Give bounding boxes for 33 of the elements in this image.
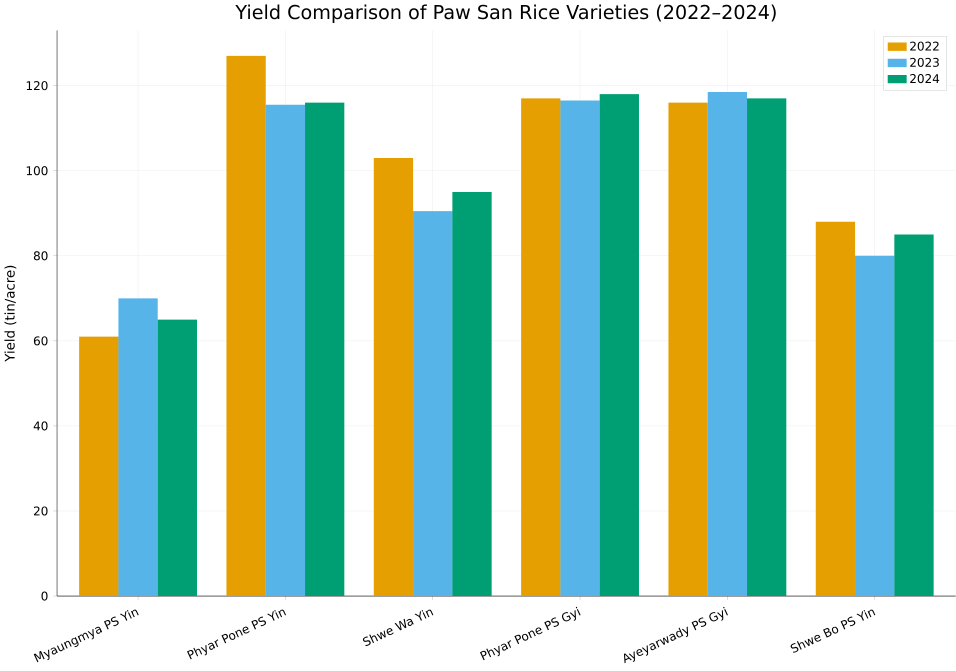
legend-label: 2024 xyxy=(910,74,940,83)
bar xyxy=(118,298,158,596)
y-tick-label: 100 xyxy=(26,166,48,176)
bar xyxy=(374,158,414,596)
bar xyxy=(816,222,856,596)
bar xyxy=(560,100,600,596)
bar xyxy=(452,192,492,596)
bar xyxy=(521,98,560,596)
bar xyxy=(855,256,894,596)
x-tick-label: Phyar Pone PS Yin xyxy=(187,609,286,660)
bar xyxy=(747,98,786,596)
y-tick-label: 60 xyxy=(34,336,48,346)
bar xyxy=(266,104,306,596)
y-tick-label: 40 xyxy=(34,421,48,430)
bar xyxy=(158,319,197,596)
x-tick-label: Shwe Wa Yin xyxy=(362,609,434,646)
bar xyxy=(305,102,344,596)
legend-label: 2022 xyxy=(910,41,939,50)
bar xyxy=(668,102,708,596)
y-axis-title: Yield (tin/acre) xyxy=(4,266,16,362)
bar xyxy=(79,336,118,596)
bar xyxy=(600,94,639,596)
bar xyxy=(226,56,266,596)
x-tick-label: Shwe Bo PS Yin xyxy=(790,609,876,653)
y-tick-label: 80 xyxy=(34,251,48,260)
bar xyxy=(413,210,452,596)
y-tick-label: 20 xyxy=(34,506,48,516)
chart-title: Yield Comparison of Paw San Rice Varieties (2022–2024) xyxy=(235,4,776,23)
bar xyxy=(894,234,934,596)
y-tick-label: 0 xyxy=(42,591,48,600)
legend-label: 2023 xyxy=(910,58,939,67)
y-tick-label: 120 xyxy=(26,80,48,90)
bar xyxy=(708,92,748,596)
